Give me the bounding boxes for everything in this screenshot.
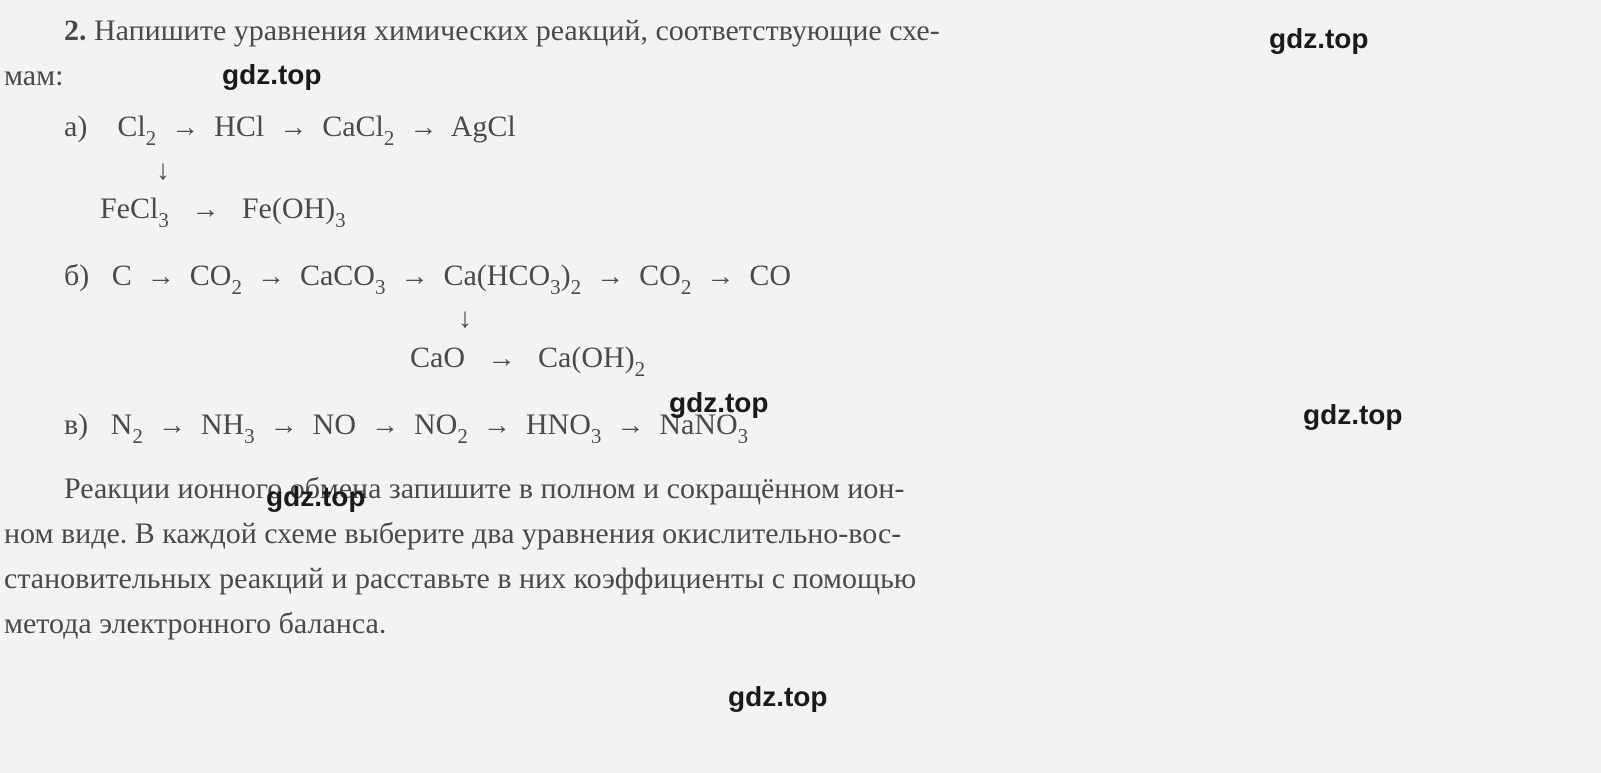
formula-hcl: HCl — [214, 110, 264, 143]
down-arrow-icon: ↓ — [458, 304, 472, 335]
right-arrow-icon: → — [279, 107, 307, 149]
right-arrow-icon: → — [257, 256, 285, 298]
para-line4: метода электронного баланса. — [4, 601, 1597, 646]
right-arrow-icon: → — [488, 338, 516, 380]
formula-fecl3: FeCl3 — [100, 192, 169, 225]
formula-feoh3: Fe(OH)3 — [242, 192, 346, 225]
right-arrow-icon: → — [191, 189, 219, 231]
formula-no: NO — [313, 408, 356, 441]
formula-agcl: AgCl — [451, 110, 516, 143]
scheme-a-line1: а) Cl2 → HCl → CaCl2 → AgCl — [4, 104, 1597, 153]
right-arrow-icon: → — [371, 405, 399, 447]
right-arrow-icon: → — [409, 107, 437, 149]
formula-co2: CO2 — [190, 259, 242, 292]
scheme-a-down-arrow: ↓ — [4, 153, 1597, 187]
watermark-5: gdz.top — [266, 476, 366, 518]
para-line1: Реакции ионного обмена запишите в полном… — [4, 466, 1597, 511]
watermark-1: gdz.top — [222, 54, 322, 96]
scheme-b-down-arrow: ↓ — [4, 301, 1597, 335]
formula-cl2: Cl2 — [117, 110, 156, 143]
right-arrow-icon: → — [158, 405, 186, 447]
formula-cao: CaO — [410, 341, 465, 374]
formula-co2-b: CO2 — [639, 259, 691, 292]
right-arrow-icon: → — [596, 256, 624, 298]
watermark-3: gdz.top — [669, 382, 769, 424]
right-arrow-icon: → — [270, 405, 298, 447]
formula-no2: NO2 — [414, 408, 468, 441]
scheme-a-label: а) — [64, 110, 87, 143]
right-arrow-icon: → — [616, 405, 644, 447]
para-line3: становительных реакций и расставьте в ни… — [4, 556, 1597, 601]
formula-hno3: HNO3 — [526, 408, 602, 441]
right-arrow-icon: → — [147, 256, 175, 298]
textbook-excerpt: gdz.top gdz.top gdz.top gdz.top gdz.top … — [4, 8, 1597, 646]
down-arrow-icon: ↓ — [156, 156, 170, 187]
problem-number: 2. — [64, 14, 87, 47]
formula-caoh2: Ca(OH)2 — [538, 341, 645, 374]
formula-co: CO — [749, 259, 791, 292]
formula-nh3: NH3 — [201, 408, 255, 441]
formula-cacl2: CaCl2 — [322, 110, 394, 143]
para-line2: ном виде. В каждой схеме выберите два ур… — [4, 511, 1597, 556]
instructions-paragraph: Реакции ионного обмена запишите в полном… — [4, 466, 1597, 646]
scheme-b-line2: CaO → Ca(OH)2 — [4, 335, 1597, 384]
formula-caco3: CaCO3 — [300, 259, 386, 292]
scheme-a-line2: FeCl3 → Fe(OH)3 — [4, 186, 1597, 235]
watermark-2: gdz.top — [1269, 18, 1369, 60]
watermark-6: gdz.top — [728, 676, 828, 718]
scheme-c-label: в) — [64, 408, 88, 441]
formula-n2: N2 — [111, 408, 143, 441]
intro-text-1: Напишите уравнения химических реакций, с… — [94, 14, 940, 47]
formula-cahco32: Ca(HCO3)2 — [443, 259, 581, 292]
right-arrow-icon: → — [706, 256, 734, 298]
formula-c: C — [112, 259, 132, 292]
watermark-4: gdz.top — [1303, 394, 1403, 436]
right-arrow-icon: → — [171, 107, 199, 149]
right-arrow-icon: → — [400, 256, 428, 298]
right-arrow-icon: → — [483, 405, 511, 447]
scheme-b-line1: б) C → CO2 → CaCO3 → Ca(HCO3)2 → CO2 → C… — [4, 253, 1597, 302]
scheme-b-label: б) — [64, 259, 89, 292]
